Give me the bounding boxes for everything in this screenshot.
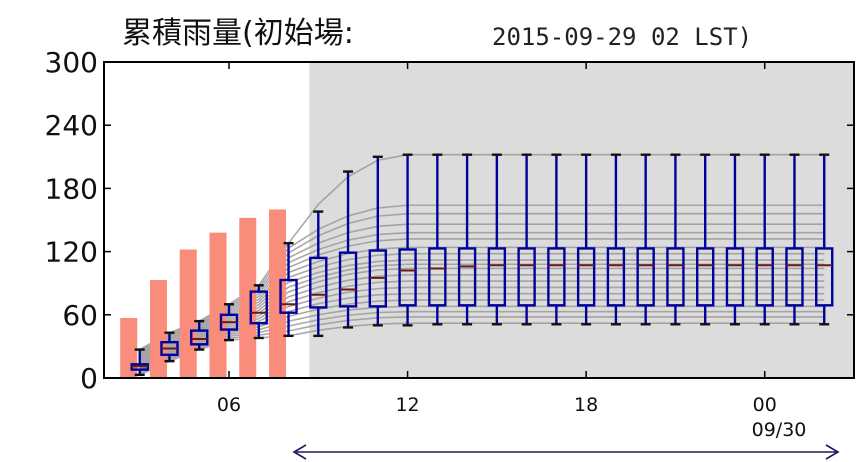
plot-frame bbox=[103, 61, 855, 379]
x-tick-label: 06 bbox=[217, 394, 241, 416]
ensemble-box bbox=[785, 153, 804, 326]
box-iqr bbox=[606, 247, 626, 307]
box-iqr bbox=[695, 247, 715, 307]
ensemble-box bbox=[606, 153, 626, 326]
ensemble-box bbox=[130, 348, 149, 377]
y-tick-label: 180 bbox=[45, 172, 98, 205]
box-iqr bbox=[576, 247, 596, 307]
ensemble-box bbox=[576, 153, 596, 326]
box-iqr bbox=[279, 278, 298, 314]
chart-title: 累積雨量(初始場: bbox=[122, 16, 354, 51]
ensemble-box bbox=[487, 153, 507, 326]
ensemble-box bbox=[547, 153, 566, 326]
y-tick-label: 240 bbox=[45, 109, 98, 142]
x-tick-label: 00 bbox=[753, 394, 777, 416]
ensemble-box bbox=[636, 153, 655, 326]
ensemble-box bbox=[398, 153, 417, 327]
ensemble-box bbox=[279, 241, 298, 338]
box-iqr bbox=[666, 247, 685, 307]
x-tick-label: 18 bbox=[574, 394, 598, 416]
observed-bar bbox=[120, 317, 138, 378]
box-iqr bbox=[636, 247, 655, 307]
box-iqr bbox=[457, 247, 477, 307]
ensemble-box bbox=[666, 153, 685, 326]
box-iqr bbox=[190, 329, 209, 346]
y-tick-label: 60 bbox=[62, 299, 98, 332]
ensemble-box bbox=[517, 153, 536, 326]
ensemble-box bbox=[428, 153, 447, 326]
x-tick-label: 12 bbox=[395, 394, 419, 416]
forecast-range-arrow bbox=[292, 444, 840, 460]
box-iqr bbox=[725, 247, 745, 307]
box-iqr bbox=[517, 247, 536, 307]
box-iqr bbox=[249, 290, 268, 325]
box-iqr bbox=[815, 247, 834, 307]
ensemble-box bbox=[338, 170, 358, 329]
box-iqr bbox=[428, 247, 447, 307]
box-iqr bbox=[547, 247, 566, 307]
box-iqr bbox=[338, 251, 358, 308]
chart-init-time: 2015-09-29 02 LST) bbox=[492, 23, 752, 51]
plot-area bbox=[103, 61, 855, 379]
ensemble-box bbox=[457, 153, 477, 326]
ensemble-box bbox=[190, 319, 209, 351]
box-iqr bbox=[398, 248, 417, 307]
y-tick-label: 120 bbox=[45, 236, 98, 269]
ensemble-box bbox=[160, 331, 179, 363]
observed-bar bbox=[179, 249, 197, 378]
ensemble-box bbox=[249, 284, 268, 340]
x-date-label: 09/30 bbox=[752, 419, 807, 441]
observed-bar bbox=[239, 217, 257, 378]
ensemble-box bbox=[368, 155, 388, 327]
observed-bar bbox=[149, 280, 167, 378]
ensemble-box bbox=[309, 210, 328, 338]
ensemble-box bbox=[695, 153, 715, 326]
observed-bar bbox=[209, 232, 227, 378]
box-iqr bbox=[309, 256, 328, 309]
ensemble-box bbox=[219, 303, 239, 342]
observed-bar bbox=[269, 209, 287, 378]
y-tick-label: 300 bbox=[45, 46, 98, 79]
box-iqr bbox=[785, 247, 804, 307]
box-iqr bbox=[755, 247, 774, 307]
ensemble-box bbox=[815, 153, 834, 326]
box-iqr bbox=[487, 247, 507, 307]
forecast-shade bbox=[309, 62, 854, 378]
ensemble-box bbox=[725, 153, 745, 326]
ensemble-box bbox=[755, 153, 774, 326]
y-tick-label: 0 bbox=[80, 362, 98, 395]
